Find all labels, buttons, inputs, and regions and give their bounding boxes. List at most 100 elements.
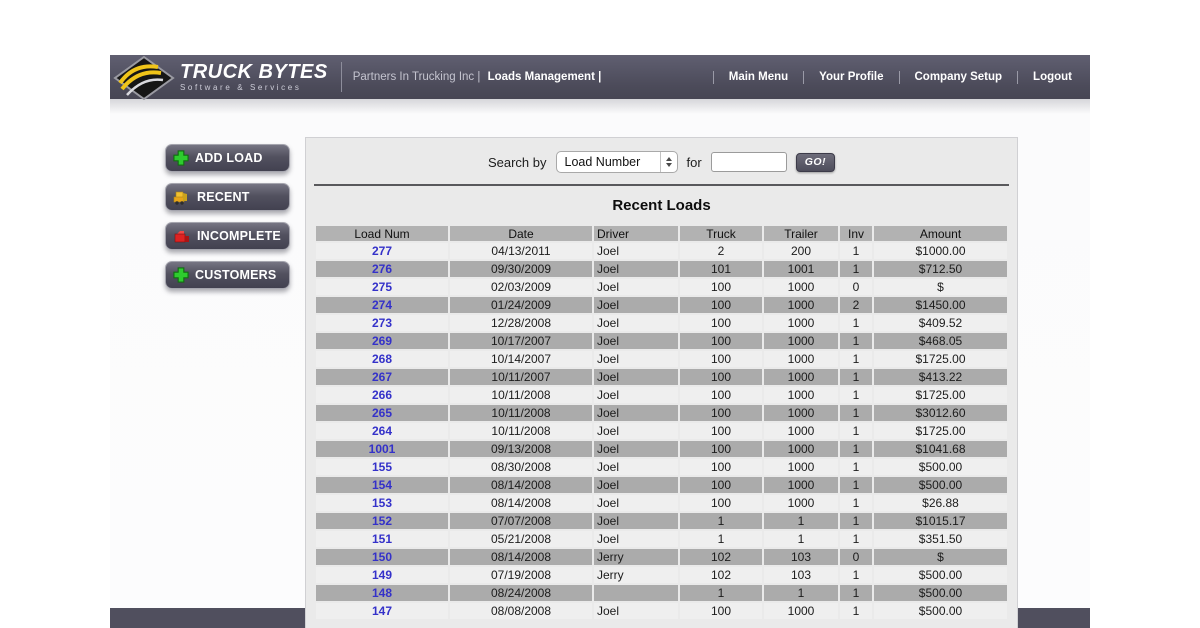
cell-amount: $712.50 <box>874 261 1007 277</box>
cell-driver: Joel <box>594 441 678 457</box>
load-number-link[interactable]: 274 <box>371 298 393 312</box>
cell-date: 07/19/2008 <box>450 567 592 583</box>
header-date: Date <box>450 226 592 241</box>
load-number-link[interactable]: 273 <box>371 316 393 330</box>
search-type-select[interactable]: Load Number <box>555 151 678 173</box>
truck-alert-icon <box>173 229 191 244</box>
load-number-link[interactable]: 269 <box>371 334 393 348</box>
cell-driver: Jerry <box>594 567 678 583</box>
cell-inv: 1 <box>840 567 872 583</box>
load-number-link[interactable]: 154 <box>371 478 393 492</box>
load-number-link[interactable]: 267 <box>371 370 393 384</box>
cell-driver: Joel <box>594 261 678 277</box>
cell-inv: 0 <box>840 279 872 295</box>
header-load-num: Load Num <box>316 226 448 241</box>
cell-date: 12/28/2008 <box>450 315 592 331</box>
cell-load-num: 273 <box>316 315 448 331</box>
cell-amount: $3012.60 <box>874 405 1007 421</box>
cell-trailer: 1000 <box>764 495 838 511</box>
cell-trailer: 1000 <box>764 459 838 475</box>
cell-trailer: 1000 <box>764 315 838 331</box>
cell-driver: Joel <box>594 405 678 421</box>
breadcrumb: Partners In Trucking Inc | Loads Managem… <box>353 71 602 83</box>
search-divider <box>314 184 1009 186</box>
cell-load-num: 153 <box>316 495 448 511</box>
add-load-button[interactable]: ADD LOAD <box>165 144 290 172</box>
cell-trailer: 1001 <box>764 261 838 277</box>
load-number-link[interactable]: 148 <box>371 586 393 600</box>
load-number-link[interactable]: 265 <box>371 406 393 420</box>
cell-truck: 100 <box>680 477 762 493</box>
cell-date: 08/14/2008 <box>450 477 592 493</box>
cell-date: 02/03/2009 <box>450 279 592 295</box>
cell-load-num: 265 <box>316 405 448 421</box>
cell-date: 10/11/2008 <box>450 423 592 439</box>
cell-driver: Jerry <box>594 549 678 565</box>
table-row: 154 08/14/2008 Joel 100 1000 1 $500.00 <box>316 477 1007 493</box>
cell-load-num: 269 <box>316 333 448 349</box>
cell-truck: 100 <box>680 405 762 421</box>
cell-date: 08/30/2008 <box>450 459 592 475</box>
load-number-link[interactable]: 275 <box>371 280 393 294</box>
recent-loads-title: Recent Loads <box>612 197 711 214</box>
table-row: 266 10/11/2008 Joel 100 1000 1 $1725.00 <box>316 387 1007 403</box>
cell-driver: Joel <box>594 243 678 259</box>
customers-button[interactable]: CUSTOMERS <box>165 261 290 289</box>
cell-truck: 100 <box>680 441 762 457</box>
cell-driver <box>594 585 678 601</box>
cell-driver: Joel <box>594 297 678 313</box>
table-row: 149 07/19/2008 Jerry 102 103 1 $500.00 <box>316 567 1007 583</box>
load-number-link[interactable]: 147 <box>371 604 393 618</box>
go-button[interactable]: GO! <box>795 152 836 172</box>
cell-trailer: 1000 <box>764 477 838 493</box>
load-number-link[interactable]: 266 <box>371 388 393 402</box>
cell-truck: 102 <box>680 549 762 565</box>
header-driver: Driver <box>594 226 678 241</box>
load-number-link[interactable]: 155 <box>371 460 393 474</box>
breadcrumb-section: Loads Management | <box>487 71 602 83</box>
nav-main-menu[interactable]: Main Menu <box>728 71 789 83</box>
cell-inv: 1 <box>840 333 872 349</box>
cell-load-num: 264 <box>316 423 448 439</box>
load-number-link[interactable]: 150 <box>371 550 393 564</box>
table-row: 152 07/07/2008 Joel 1 1 1 $1015.17 <box>316 513 1007 529</box>
cell-amount: $500.00 <box>874 477 1007 493</box>
load-number-link[interactable]: 268 <box>371 352 393 366</box>
truckbytes-logo-icon <box>113 56 175 100</box>
cell-load-num: 154 <box>316 477 448 493</box>
cell-date: 08/08/2008 <box>450 603 592 619</box>
cell-inv: 1 <box>840 441 872 457</box>
cell-date: 05/21/2008 <box>450 531 592 547</box>
load-number-link[interactable]: 151 <box>371 532 393 546</box>
load-number-link[interactable]: 153 <box>371 496 393 510</box>
cell-amount: $1015.17 <box>874 513 1007 529</box>
search-type-value: Load Number <box>564 155 641 169</box>
cell-truck: 102 <box>680 567 762 583</box>
load-number-link[interactable]: 264 <box>371 424 393 438</box>
load-number-link[interactable]: 152 <box>371 514 393 528</box>
cell-amount: $500.00 <box>874 603 1007 619</box>
cell-truck: 100 <box>680 279 762 295</box>
cell-trailer: 1000 <box>764 369 838 385</box>
load-number-link[interactable]: 1001 <box>368 442 396 456</box>
nav-company-setup[interactable]: Company Setup <box>914 71 1003 83</box>
incomplete-button[interactable]: INCOMPLETE <box>165 222 290 250</box>
load-number-link[interactable]: 277 <box>371 244 393 258</box>
cell-inv: 1 <box>840 405 872 421</box>
table-row: 268 10/14/2007 Joel 100 1000 1 $1725.00 <box>316 351 1007 367</box>
nav-your-profile[interactable]: Your Profile <box>819 71 884 83</box>
cell-trailer: 1 <box>764 585 838 601</box>
recent-button[interactable]: RECENT <box>165 183 290 211</box>
table-row: 276 09/30/2009 Joel 101 1001 1 $712.50 <box>316 261 1007 277</box>
search-input[interactable] <box>710 152 787 172</box>
cell-inv: 1 <box>840 351 872 367</box>
cell-inv: 1 <box>840 477 872 493</box>
nav-logout[interactable]: Logout <box>1033 71 1072 83</box>
cell-driver: Joel <box>594 315 678 331</box>
load-number-link[interactable]: 276 <box>371 262 393 276</box>
cell-truck: 100 <box>680 369 762 385</box>
load-number-link[interactable]: 149 <box>371 568 393 582</box>
cell-date: 09/13/2008 <box>450 441 592 457</box>
cell-trailer: 1000 <box>764 423 838 439</box>
